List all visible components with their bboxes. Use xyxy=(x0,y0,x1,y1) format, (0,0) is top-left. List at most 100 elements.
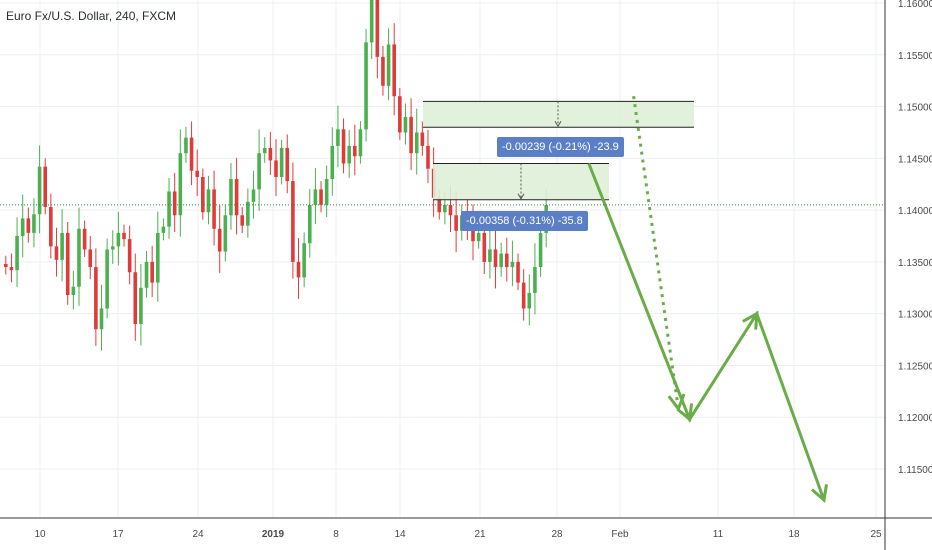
measure-arrowhead xyxy=(554,121,562,128)
measure-label-lower: -0.00358 (-0.31%) -35.8 xyxy=(461,211,588,231)
candle-body xyxy=(398,96,402,133)
candle-body xyxy=(302,243,306,278)
measure-boxes xyxy=(423,100,694,201)
candle-body xyxy=(347,145,351,164)
x-tick-label: 8 xyxy=(333,529,339,540)
y-tick-label: 1.12000 xyxy=(898,413,932,424)
candle-body xyxy=(60,232,64,260)
candle-body xyxy=(212,189,216,229)
candle-body xyxy=(150,261,154,283)
candle-body xyxy=(488,249,492,262)
candle-body xyxy=(139,287,143,325)
x-tick-label: 25 xyxy=(870,529,882,540)
grid-lines xyxy=(0,0,885,518)
candle-body xyxy=(476,232,481,242)
forecast-arrowhead xyxy=(742,311,759,330)
measure-arrowhead xyxy=(517,193,525,200)
candle-body xyxy=(527,292,532,309)
candle-body xyxy=(296,261,301,278)
candle-body xyxy=(82,228,87,250)
candle-body xyxy=(9,267,14,271)
candle-body xyxy=(206,189,211,213)
candle-body xyxy=(392,44,397,97)
y-tick-label: 1.14500 xyxy=(898,154,932,165)
candle-body xyxy=(403,116,408,133)
candle-body xyxy=(229,179,233,216)
candle-body xyxy=(161,226,166,233)
candle-body xyxy=(448,204,453,216)
candle-body xyxy=(144,261,149,288)
y-tick-label: 1.13500 xyxy=(898,258,932,269)
candle-body xyxy=(381,56,385,86)
candle-body xyxy=(189,137,194,171)
candle-body xyxy=(178,153,183,216)
candle-body xyxy=(116,232,121,247)
candle-body xyxy=(77,228,81,287)
x-tick-label: 21 xyxy=(474,529,486,540)
candle-body xyxy=(285,147,290,182)
candle-body xyxy=(65,232,70,296)
candle-body xyxy=(386,44,391,86)
candle-body xyxy=(127,239,132,273)
candle-body xyxy=(420,132,425,146)
candle-body xyxy=(99,308,104,330)
x-tick-label: 28 xyxy=(551,529,563,540)
candle-body xyxy=(234,179,239,216)
x-tick-label: Feb xyxy=(611,529,629,540)
candle-body xyxy=(482,232,487,262)
candle-body xyxy=(240,215,245,226)
y-tick-label: 1.14000 xyxy=(898,206,932,217)
x-tick-label: 11 xyxy=(713,529,724,540)
y-tick-label: 1.15000 xyxy=(898,103,932,114)
candle-body xyxy=(195,170,199,177)
candle-body xyxy=(364,42,368,130)
y-tick-label: 1.13000 xyxy=(898,310,932,321)
candle-body xyxy=(184,137,188,154)
x-tick-label: 18 xyxy=(788,529,800,540)
y-tick-label: 1.16000 xyxy=(898,0,932,10)
candle-body xyxy=(274,160,278,177)
candle-body xyxy=(353,145,357,157)
candle-body xyxy=(37,166,42,215)
candle-body xyxy=(313,189,318,205)
candle-body xyxy=(262,147,267,154)
chart-title: Euro Fx/U.S. Dollar, 240, FXCM xyxy=(6,9,177,23)
candle-body xyxy=(538,232,543,268)
forecast-dotted-path xyxy=(632,95,680,410)
candle-body xyxy=(105,249,109,309)
candle-body xyxy=(533,267,537,293)
candle-body xyxy=(375,0,380,57)
candle-body xyxy=(43,166,48,208)
candle-body xyxy=(336,129,340,146)
candle-body xyxy=(246,201,250,226)
candle-body xyxy=(443,204,447,213)
candle-body xyxy=(426,145,430,169)
x-tick-label: 17 xyxy=(112,529,124,540)
candle-body xyxy=(437,197,442,213)
candle-body xyxy=(516,261,520,283)
candle-body xyxy=(521,282,526,309)
candle-body xyxy=(471,225,475,242)
y-tick-label: 1.12500 xyxy=(898,361,932,372)
candle-body xyxy=(358,129,363,157)
candle-body xyxy=(88,249,93,268)
candle-body xyxy=(15,236,19,271)
candle-body xyxy=(510,261,515,268)
candle-body xyxy=(155,232,160,283)
candle-body xyxy=(330,145,335,180)
forecast-arrowhead xyxy=(676,403,694,423)
candle-body xyxy=(110,246,115,250)
time-axis[interactable]: 10 17 24 2019 8 14 21 28 Feb 11 18 25 xyxy=(34,529,882,540)
measure-box xyxy=(433,163,609,200)
candle-body xyxy=(122,232,126,240)
candle-body xyxy=(504,253,509,268)
candle-body xyxy=(201,176,205,213)
candle-body xyxy=(268,147,273,161)
measure-label-upper: -0.00239 (-0.21%) -23.9 xyxy=(497,137,624,157)
candle-body xyxy=(133,272,138,325)
candle-body xyxy=(307,204,312,244)
y-tick-label: 1.11500 xyxy=(898,465,932,476)
candle-body xyxy=(291,181,295,262)
